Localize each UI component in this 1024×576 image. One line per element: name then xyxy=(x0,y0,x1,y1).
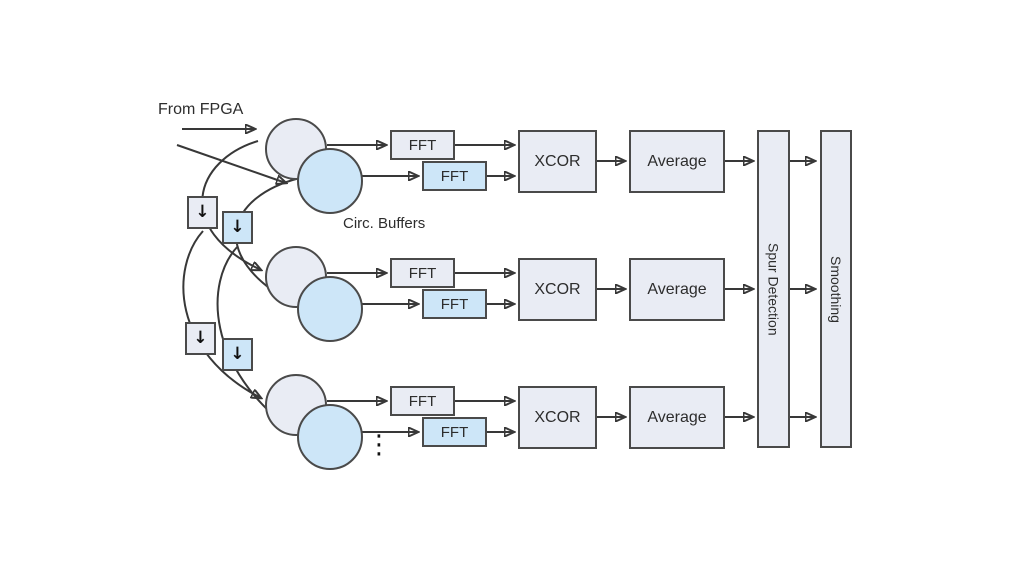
downsample-arrow-icon: ↓ xyxy=(193,328,208,348)
downsample-arrow-icon: ↓ xyxy=(230,217,245,237)
fft-block-top: FFT xyxy=(390,258,455,288)
fft-block-top: FFT xyxy=(390,130,455,160)
circ-buffers-label: Circ. Buffers xyxy=(343,215,426,232)
circ-buffer-b xyxy=(297,276,363,342)
xcor-block: XCOR xyxy=(518,258,597,321)
circ-buffer-b xyxy=(297,404,363,470)
fft-block-top: FFT xyxy=(390,386,455,416)
downsampler: ↓ xyxy=(185,322,216,355)
downsample-arrow-icon: ↓ xyxy=(195,202,210,222)
spur-detection-block: Spur Detection xyxy=(757,130,790,448)
downsampler: ↓ xyxy=(222,211,253,244)
fft-block-bottom: FFT xyxy=(422,161,487,191)
downsampler: ↓ xyxy=(187,196,218,229)
smoothing-block: Smoothing xyxy=(820,130,852,448)
xcor-block: XCOR xyxy=(518,130,597,193)
from-fpga-label: From FPGA xyxy=(158,101,244,118)
average-block: Average xyxy=(629,130,725,193)
more-rows-ellipsis: ⋮ xyxy=(366,430,392,460)
spur-detection-label: Spur Detection xyxy=(765,242,782,336)
average-block: Average xyxy=(629,386,725,449)
average-block: Average xyxy=(629,258,725,321)
circ-buffer-b xyxy=(297,148,363,214)
downsample-arrow-icon: ↓ xyxy=(230,344,245,364)
fft-block-bottom: FFT xyxy=(422,417,487,447)
fft-block-bottom: FFT xyxy=(422,289,487,319)
xcor-block: XCOR xyxy=(518,386,597,449)
smoothing-label: Smoothing xyxy=(828,255,844,323)
downsampler: ↓ xyxy=(222,338,253,371)
